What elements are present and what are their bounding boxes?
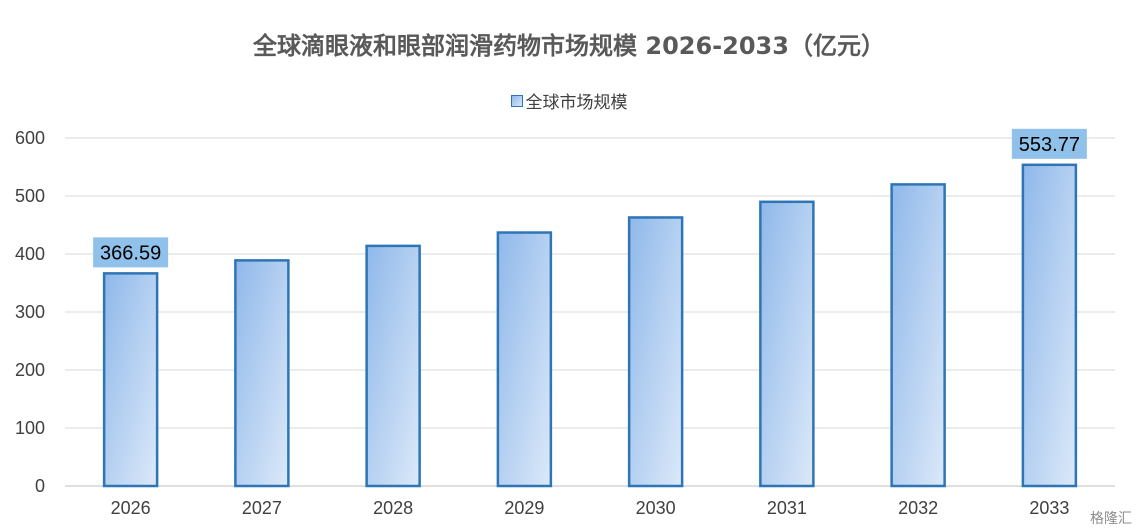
bar-2028 (365, 244, 421, 488)
y-tick-label: 600 (15, 128, 45, 148)
data-label: 553.77 (1019, 134, 1080, 156)
data-label-box (1011, 128, 1087, 159)
x-tick-label: 2032 (898, 498, 938, 518)
bar-2026 (102, 272, 159, 488)
x-tick-label: 2033 (1029, 498, 1069, 518)
bar-2031 (759, 200, 815, 488)
legend: 全球市场规模 (0, 88, 1138, 113)
bar-2033 (1021, 163, 1078, 488)
y-tick-label: 0 (35, 476, 45, 496)
legend-label: 全球市场规模 (525, 93, 628, 113)
x-tick-label: 2028 (373, 498, 413, 518)
bar-2029 (496, 231, 553, 488)
chart-title: 全球滴眼液和眼部润滑药物市场规模 2026-2033（亿元） (253, 32, 885, 60)
data-label-box (93, 237, 169, 268)
y-tick-label: 200 (15, 360, 45, 380)
y-tick-label: 400 (15, 244, 45, 264)
watermark-logo: 格隆汇 (1090, 511, 1132, 527)
bar-2027 (234, 259, 290, 488)
x-tick-label: 2031 (767, 498, 807, 518)
x-tick-label: 2026 (111, 498, 151, 518)
data-label: 366.59 (100, 242, 161, 264)
y-tick-label: 300 (15, 302, 45, 322)
bar-2030 (627, 216, 684, 488)
x-tick-label: 2027 (242, 498, 282, 518)
x-tick-label: 2030 (636, 498, 676, 518)
y-tick-label: 500 (15, 186, 45, 206)
legend-swatch (510, 95, 523, 107)
y-tick-label: 100 (15, 418, 45, 438)
x-tick-label: 2029 (504, 498, 544, 518)
bar-2032 (890, 183, 946, 488)
